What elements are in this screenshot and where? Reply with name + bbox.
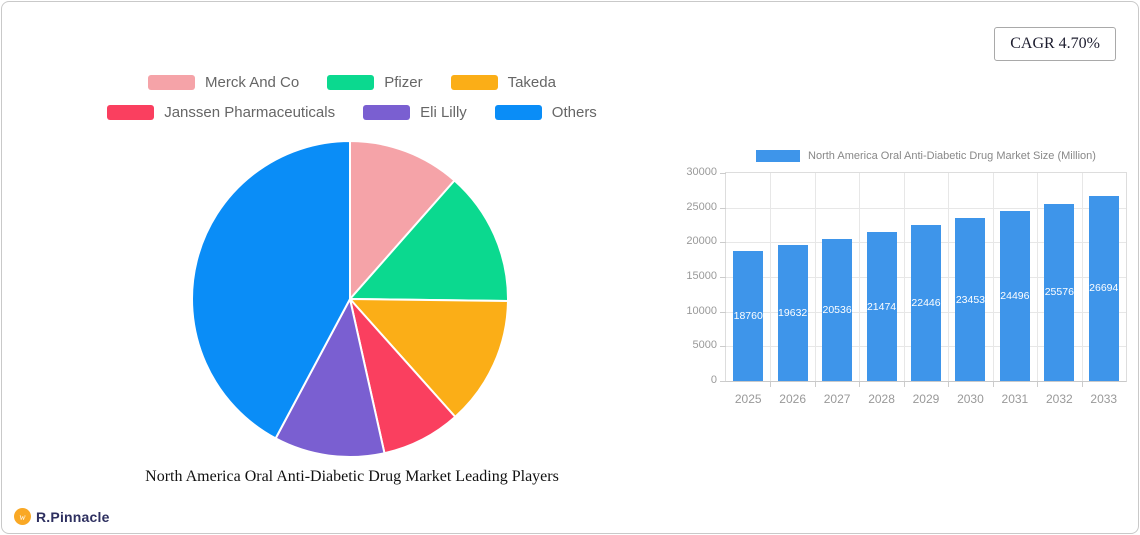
x-axis-tick bbox=[814, 382, 816, 387]
legend-label: Eli Lilly bbox=[420, 104, 467, 121]
bar-plot-area: 18760 2025 19632 2026 20536 2027 21474 2028 2244… bbox=[720, 172, 1127, 406]
pie-legend: Merck And Co Pfizer Takeda Janssen Pharmace… bbox=[72, 74, 632, 121]
bar-2028[interactable]: 21474 bbox=[866, 232, 897, 381]
x-axis-tick bbox=[1037, 382, 1039, 387]
bar-legend-label: North America Oral Anti-Diabetic Drug Ma… bbox=[808, 150, 1096, 162]
gridline-v bbox=[814, 173, 816, 381]
y-axis-tick bbox=[720, 277, 726, 278]
x-axis-label-2028: 2028 bbox=[868, 392, 895, 406]
legend-item-merck-and-co[interactable]: Merck And Co bbox=[148, 74, 299, 91]
gridline-v bbox=[903, 173, 905, 381]
bar-value-label: 26694 bbox=[1089, 282, 1119, 295]
brand-logo: w R.Pinnacle bbox=[14, 508, 110, 525]
x-axis-label-2025: 2025 bbox=[734, 392, 762, 406]
x-axis-label-2031: 2031 bbox=[1001, 392, 1029, 406]
gridline-v bbox=[859, 173, 861, 381]
brand-name: R.Pinnacle bbox=[36, 508, 110, 525]
bar-value-label: 20536 bbox=[822, 303, 852, 316]
legend-label: Pfizer bbox=[384, 74, 423, 91]
legend-label: Others bbox=[551, 104, 597, 121]
gridline-v bbox=[770, 173, 772, 381]
y-axis-label: 10000 bbox=[686, 304, 717, 317]
cagr-badge: CAGR 4.70% bbox=[994, 27, 1116, 61]
pie-slice-others[interactable] bbox=[191, 140, 351, 440]
y-axis-label: 15000 bbox=[686, 270, 717, 282]
y-axis-label: 20000 bbox=[686, 235, 717, 248]
gridline-v bbox=[948, 173, 950, 381]
bar-value-label: 19632 bbox=[778, 306, 808, 319]
legend-item-janssen-pharmaceuticals[interactable]: Janssen Pharmaceuticals bbox=[107, 104, 335, 121]
x-axis-tick bbox=[770, 382, 772, 387]
x-axis-label-2029: 2029 bbox=[912, 392, 940, 406]
brand-logo-icon: w bbox=[14, 508, 31, 525]
pie-slice-eli-lilly[interactable] bbox=[274, 298, 386, 458]
y-axis-label: 30000 bbox=[686, 166, 717, 178]
bar-2027[interactable]: 20536 bbox=[822, 238, 853, 381]
x-axis-tick bbox=[903, 382, 905, 387]
x-axis-label-2027: 2027 bbox=[823, 392, 851, 406]
bar-2032[interactable]: 25576 bbox=[1044, 203, 1075, 381]
legend-swatch-icon bbox=[327, 75, 375, 90]
legend-item-others[interactable]: Others bbox=[494, 104, 597, 121]
y-axis-tick bbox=[720, 173, 726, 174]
bar-value-label: 22446 bbox=[911, 297, 941, 310]
x-axis-tick bbox=[948, 382, 950, 387]
y-axis-label: 5000 bbox=[692, 339, 717, 352]
bar-value-label: 24496 bbox=[1000, 290, 1030, 303]
x-axis-label-2032: 2032 bbox=[1045, 392, 1073, 406]
y-axis-tick bbox=[720, 207, 726, 209]
x-axis-label-2026: 2026 bbox=[779, 392, 806, 406]
bar-2025[interactable]: 18760 bbox=[733, 250, 764, 381]
x-axis-label-2033: 2033 bbox=[1090, 392, 1118, 406]
pie-svg bbox=[191, 140, 509, 458]
y-axis-tick bbox=[720, 381, 726, 382]
gridline-v bbox=[1037, 173, 1039, 381]
legend-swatch-icon bbox=[148, 75, 196, 90]
legend-label: Takeda bbox=[507, 74, 556, 91]
bar-value-label: 23453 bbox=[955, 293, 986, 306]
bar-2031[interactable]: 24496 bbox=[999, 211, 1030, 381]
legend-swatch-icon bbox=[494, 105, 542, 120]
legend-item-eli-lilly[interactable]: Eli Lilly bbox=[363, 104, 467, 121]
x-axis-label-2030: 2030 bbox=[957, 392, 984, 406]
bar-2026[interactable]: 19632 bbox=[777, 244, 808, 381]
pie-slice-merck-and-co[interactable] bbox=[349, 140, 456, 300]
bar-legend-swatch-icon bbox=[756, 150, 801, 162]
legend-swatch-icon bbox=[450, 75, 498, 90]
gridline-v bbox=[992, 173, 994, 381]
pie-slice-pfizer[interactable] bbox=[349, 179, 509, 302]
pie-slice-takeda[interactable] bbox=[349, 298, 509, 418]
y-axis-tick bbox=[720, 346, 726, 348]
pie-chart-title: North America Oral Anti-Diabetic Drug Ma… bbox=[145, 468, 559, 485]
y-axis-tick bbox=[720, 242, 726, 244]
legend-label: Janssen Pharmaceuticals bbox=[164, 104, 336, 121]
bar-value-label: 25576 bbox=[1044, 286, 1074, 299]
legend-label: Merck And Co bbox=[205, 74, 300, 91]
x-axis-tick bbox=[992, 382, 994, 387]
x-axis-tick bbox=[1081, 382, 1083, 387]
legend-swatch-icon bbox=[363, 105, 411, 120]
bar-2030[interactable]: 23453 bbox=[955, 218, 986, 381]
gridline-v bbox=[1081, 173, 1083, 381]
gridline-h bbox=[726, 207, 1126, 209]
bar-2029[interactable]: 22446 bbox=[911, 225, 941, 381]
x-axis-tick bbox=[859, 382, 861, 387]
bar-legend[interactable]: North America Oral Anti-Diabetic Drug Ma… bbox=[725, 150, 1127, 162]
bar-2033[interactable]: 26694 bbox=[1088, 195, 1119, 381]
legend-item-takeda[interactable]: Takeda bbox=[450, 74, 556, 91]
y-axis-label: 25000 bbox=[686, 200, 717, 213]
y-axis-tick bbox=[720, 311, 726, 313]
y-axis-label: 0 bbox=[710, 374, 717, 386]
legend-item-pfizer[interactable]: Pfizer bbox=[327, 74, 423, 91]
legend-swatch-icon bbox=[107, 105, 155, 120]
